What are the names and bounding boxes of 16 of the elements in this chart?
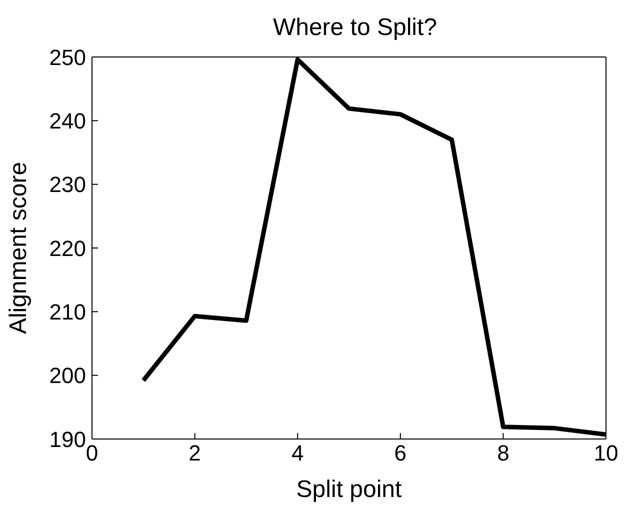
y-tick-label: 210 — [49, 299, 86, 324]
chart-title: Where to Split? — [272, 14, 438, 42]
y-tick-label: 220 — [49, 236, 86, 261]
y-tick-label: 240 — [49, 108, 86, 134]
x-tick-label: 0 — [86, 440, 98, 466]
x-tick-label: 2 — [188, 440, 201, 466]
x-tick-label: 6 — [394, 440, 407, 466]
x-tick-label: 10 — [594, 440, 618, 466]
y-tick-label: 230 — [49, 172, 86, 198]
x-tick-label: 4 — [291, 440, 304, 466]
y-tick-label: 200 — [49, 363, 86, 388]
y-axis-title: Alignment score — [5, 162, 32, 334]
x-tick-label: 8 — [497, 440, 510, 466]
y-tick-label: 190 — [49, 426, 86, 452]
y-tick-label: 250 — [49, 44, 86, 70]
x-axis-title: Split point — [296, 476, 402, 503]
